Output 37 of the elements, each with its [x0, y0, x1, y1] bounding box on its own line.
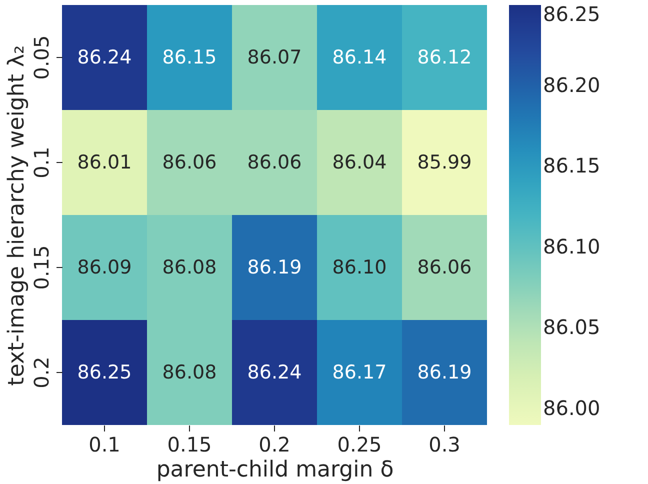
y-axis-title: text-image hierarchy weight λ₂ — [4, 45, 30, 386]
x-tick-label: 0.25 — [337, 432, 382, 456]
data-label: 86.08 — [162, 256, 217, 278]
data-label: 86.14 — [332, 46, 387, 68]
color-bar-label: 86.10 — [543, 234, 600, 258]
x-axis-title: parent-child margin δ — [156, 458, 394, 482]
color-bar-label: 86.25 — [543, 2, 600, 26]
x-tick-label: 0.3 — [428, 432, 460, 456]
data-label: 86.06 — [162, 152, 217, 174]
data-label: 86.12 — [417, 46, 472, 68]
data-label: 86.19 — [417, 362, 472, 384]
color-bar-label: 86.20 — [543, 72, 600, 97]
x-tick-label: 0.1 — [88, 432, 120, 456]
data-label: 86.09 — [77, 256, 132, 278]
color-bar-label: 86.05 — [543, 315, 600, 340]
y-tick-label: 0.1 — [30, 146, 54, 178]
data-label: 86.25 — [77, 362, 132, 384]
data-label: 86.07 — [247, 46, 302, 68]
color-bar-label: 86.15 — [543, 154, 600, 178]
y-tick-label: 0.15 — [30, 245, 54, 290]
data-label: 86.10 — [332, 256, 387, 278]
data-label: 86.08 — [162, 362, 217, 384]
x-tick-label: 0.15 — [167, 432, 212, 456]
data-label: 86.04 — [332, 152, 387, 174]
data-label: 86.01 — [77, 152, 132, 174]
data-label: 86.06 — [417, 256, 472, 278]
data-label: 86.24 — [247, 362, 302, 384]
data-label: 86.24 — [77, 46, 132, 68]
data-label: 85.99 — [417, 152, 472, 174]
x-tick-label: 0.2 — [258, 432, 290, 456]
y-tick-label: 0.2 — [30, 356, 54, 388]
data-label: 86.06 — [247, 152, 302, 174]
data-label: 86.19 — [247, 256, 302, 278]
data-label: 86.15 — [162, 46, 217, 68]
y-tick-label: 0.05 — [30, 35, 54, 80]
data-label: 86.17 — [332, 362, 387, 384]
color-bar-label: 86.00 — [543, 396, 600, 420]
